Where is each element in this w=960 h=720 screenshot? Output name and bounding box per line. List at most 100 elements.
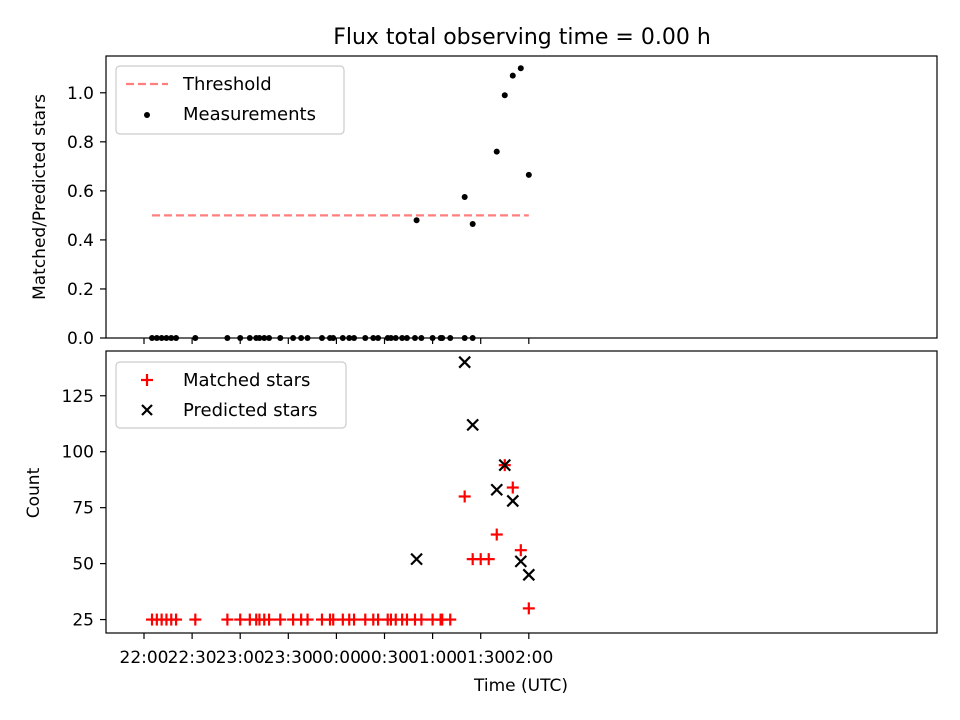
matched-star-point — [170, 613, 183, 626]
bottom-x-tick-label: 23:30 — [264, 648, 313, 668]
predicted-star-point — [490, 483, 504, 497]
measurement-point — [517, 65, 524, 72]
matched-star-point — [274, 613, 287, 626]
predicted-star-point — [522, 568, 536, 582]
measurement-point — [330, 335, 337, 341]
measurement-point — [469, 220, 476, 227]
legend-matched-label: Matched stars — [183, 370, 310, 391]
matched-star-point — [458, 490, 471, 503]
bottom-x-tick-label: 22:30 — [168, 648, 217, 668]
measurement-point — [362, 335, 369, 341]
predicted-star-point — [514, 555, 528, 568]
bottom-x-tick-label: 22:00 — [120, 648, 169, 668]
measurement-point — [461, 335, 468, 341]
top-y-tick-label: 0.2 — [67, 280, 94, 300]
bottom-x-tick-label: 01:00 — [408, 648, 457, 668]
measurement-point — [168, 335, 175, 341]
measurement-point — [429, 335, 436, 341]
measurement-point — [153, 335, 160, 341]
matched-star-point — [522, 602, 535, 615]
top-axes-frame — [105, 55, 938, 339]
bottom-plot-area — [146, 355, 536, 626]
matched-star-point — [506, 481, 519, 494]
matched-star-point — [348, 613, 361, 626]
measurement-point — [173, 335, 180, 341]
measurement-point — [149, 335, 156, 341]
bottom-y-tick-label: 50 — [72, 555, 94, 575]
matched-star-point — [490, 528, 503, 541]
bottom-axes-frame — [105, 350, 938, 634]
bottom-axes: Count Time (UTC) 25 50 75 100 125 22:00 22:30… — [24, 350, 938, 696]
bottom-x-tick-label: 23:00 — [216, 648, 265, 668]
measurement-point — [413, 217, 420, 224]
measurement-point — [461, 194, 468, 200]
top-y-ticks: 0.0 0.2 0.4 0.6 0.8 1.0 — [67, 84, 106, 349]
bottom-x-tick-label: 02:00 — [504, 648, 553, 668]
top-y-tick-label: 0.6 — [67, 182, 94, 202]
top-y-tick-label: 0.0 — [67, 329, 94, 349]
bottom-y-tick-label: 125 — [62, 387, 94, 407]
measurement-point — [351, 335, 358, 341]
measurement-point — [418, 335, 425, 341]
top-ylabel: Matched/Predicted stars — [30, 94, 50, 300]
measurement-point — [261, 335, 268, 341]
bottom-x-tick-label: 00:30 — [360, 648, 409, 668]
measurement-point — [158, 335, 165, 341]
matched-star-point — [415, 613, 428, 626]
matched-star-point — [482, 553, 495, 566]
predicted-star-point — [506, 494, 520, 508]
measurement-point — [447, 335, 454, 341]
legend-measurements-swatch — [144, 112, 150, 118]
measurement-point — [387, 335, 394, 341]
predicted-star-point — [466, 418, 479, 432]
measurement-point — [224, 335, 231, 341]
bottom-x-ticks: 22:00 22:30 23:00 23:30 00:00 00:30 01:00 01:30… — [120, 633, 553, 668]
legend-predicted-swatch — [141, 404, 153, 416]
legend-matched-swatch — [141, 374, 153, 386]
measurement-point — [266, 335, 273, 341]
bottom-legend-frame — [115, 361, 347, 429]
measurement-point — [403, 335, 410, 341]
matched-star-point — [444, 613, 457, 626]
measurement-point — [277, 335, 284, 341]
bottom-y-tick-label: 75 — [72, 499, 94, 519]
legend-threshold-label: Threshold — [182, 74, 272, 95]
measurement-point — [163, 335, 170, 341]
top-axes: Matched/Predicted stars 0.0 0.2 0.4 0.6 0.8 1… — [30, 55, 938, 349]
measurement-point — [469, 335, 476, 341]
top-y-tick-label: 0.8 — [67, 133, 94, 153]
measurement-point — [525, 171, 532, 178]
measurement-point — [192, 335, 199, 341]
measurement-point — [237, 335, 244, 341]
legend-measurements-label: Measurements — [183, 104, 316, 125]
legend-predicted-label: Predicted stars — [183, 400, 317, 421]
measurement-point — [399, 335, 406, 341]
top-y-tick-label: 1.0 — [67, 84, 94, 104]
bottom-xlabel: Time (UTC) — [473, 676, 568, 696]
measurement-point — [318, 335, 325, 341]
top-legend: Threshold Measurements — [115, 65, 345, 135]
measurement-point — [493, 148, 500, 155]
bottom-y-tick-label: 100 — [62, 443, 94, 463]
matched-star-point — [301, 613, 314, 626]
bottom-y-tick-label: 25 — [72, 611, 94, 631]
matched-star-point — [189, 613, 202, 626]
measurement-point — [256, 335, 263, 341]
matched-star-point — [514, 544, 527, 557]
measurement-point — [411, 335, 418, 341]
measurement-point — [501, 92, 508, 99]
bottom-legend: Matched stars Predicted stars — [115, 361, 347, 429]
predicted-star-point — [498, 458, 512, 472]
matched-star-point — [221, 613, 234, 626]
top-legend-frame — [115, 65, 345, 135]
measurement-point — [509, 72, 516, 79]
measurement-point — [246, 335, 253, 341]
measurement-point — [370, 335, 377, 341]
top-plot-area — [149, 65, 532, 341]
measurement-point — [375, 335, 382, 341]
measurement-point — [339, 335, 346, 341]
measurement-point — [439, 335, 446, 341]
bottom-ylabel: Count — [24, 467, 44, 518]
predicted-star-point — [410, 552, 423, 566]
